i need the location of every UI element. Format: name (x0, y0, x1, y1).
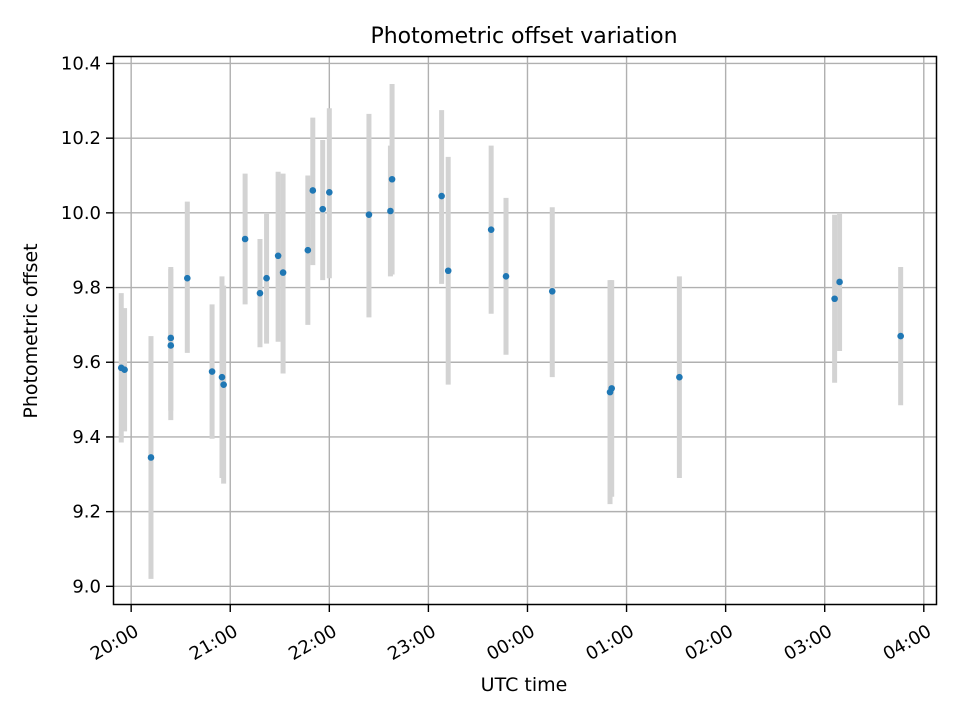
y-tick-label: 10.0 (61, 203, 101, 224)
data-point (274, 252, 282, 260)
data-point (220, 381, 227, 388)
x-tick-label: 00:00 (483, 621, 538, 665)
data-point (167, 334, 175, 342)
data-point (444, 267, 452, 275)
data-point (388, 175, 396, 183)
data-point (831, 295, 838, 303)
data-point (309, 187, 317, 194)
error-bars (118, 84, 904, 579)
data-point (836, 278, 843, 286)
data-point (241, 235, 249, 243)
data-point (438, 192, 445, 200)
data-point (263, 274, 270, 282)
x-tick-label: 01:00 (582, 621, 637, 665)
y-axis: 9.0 9.2 9.4 9.6 9.8 10.0 10.2 10.4 (61, 53, 113, 597)
chart-title: Photometric offset variation (370, 24, 677, 49)
x-axis-label: UTC time (481, 674, 568, 696)
data-point (502, 273, 510, 280)
data-point (387, 207, 394, 215)
data-point (121, 366, 128, 374)
x-tick-label: 22:00 (285, 621, 340, 665)
y-tick-label: 9.8 (72, 278, 101, 299)
y-axis-label: Photometric offset (20, 243, 42, 418)
y-tick-label: 9.6 (72, 352, 101, 373)
plot-frame (112, 55, 938, 606)
data-point (548, 287, 556, 295)
y-tick-label: 10.2 (61, 128, 101, 149)
data-point (326, 189, 333, 196)
data-point (147, 454, 155, 461)
y-tick-label: 9.2 (72, 502, 101, 523)
data-point (304, 246, 312, 254)
x-axis: 20:00 21:00 22:00 23:00 00:00 01:00 02:00 03:00… (87, 605, 935, 665)
data-point (676, 373, 683, 381)
data-point (897, 332, 904, 340)
data-point (279, 269, 287, 276)
x-tick-label: 23:00 (384, 621, 439, 665)
x-tick-label: 02:00 (681, 621, 736, 665)
x-tick-label: 20:00 (87, 621, 142, 665)
data-point (487, 226, 495, 233)
y-tick-label: 9.4 (72, 427, 101, 448)
data-point (208, 368, 216, 375)
data-point (365, 211, 373, 219)
data-points (117, 175, 904, 461)
data-point (218, 373, 226, 381)
x-tick-label: 03:00 (781, 621, 836, 665)
data-point (167, 342, 175, 349)
data-point (319, 205, 327, 213)
data-point (184, 274, 191, 282)
x-tick-label: 04:00 (880, 621, 935, 665)
y-tick-label: 9.0 (72, 576, 101, 597)
y-tick-label: 10.4 (61, 53, 101, 74)
grid (113, 56, 937, 605)
x-tick-label: 21:00 (186, 621, 241, 665)
data-point (256, 289, 264, 297)
data-point (608, 385, 615, 392)
